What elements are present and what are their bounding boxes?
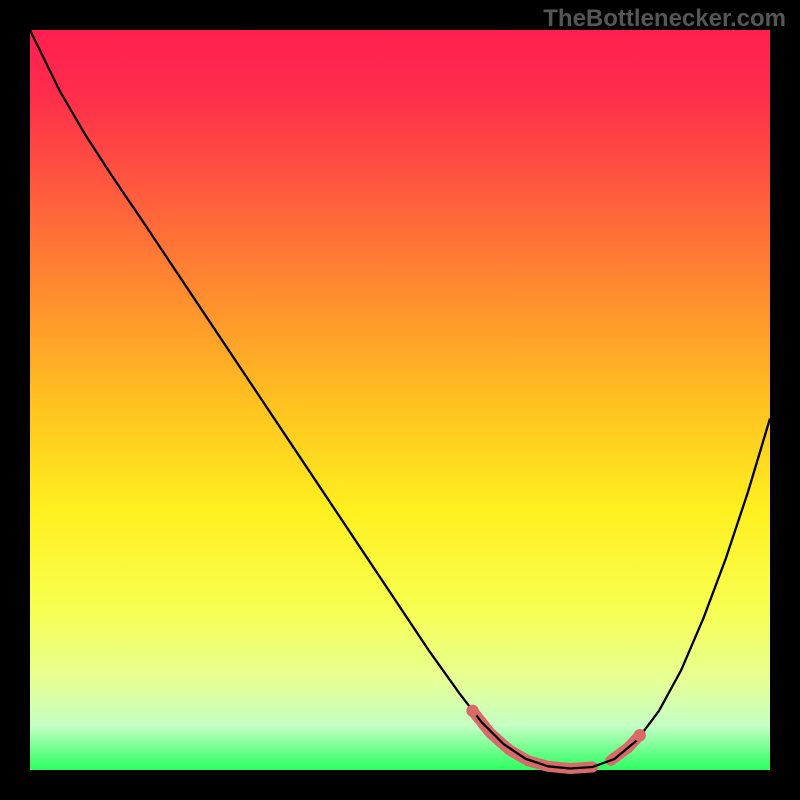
highlight-endpoint <box>466 705 478 717</box>
watermark-text: TheBottlenecker.com <box>543 5 786 33</box>
chart-container: TheBottlenecker.com <box>0 0 800 800</box>
highlight-endpoint <box>634 729 646 741</box>
plot-area <box>30 30 770 770</box>
bottleneck-chart-svg <box>0 0 800 800</box>
